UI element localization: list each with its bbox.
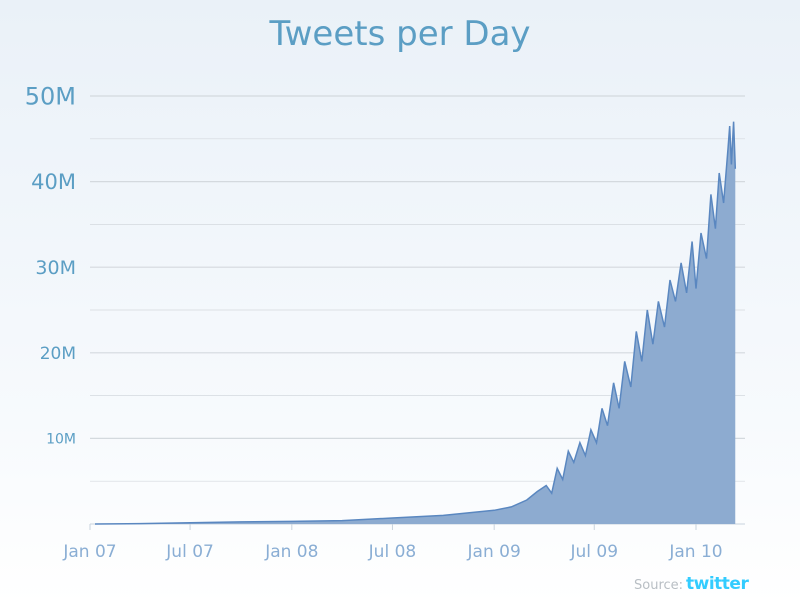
x-tick-label: Jan 07: [62, 542, 116, 562]
area-fill: [94, 121, 736, 524]
x-tick-label: Jul 08: [368, 542, 417, 562]
y-tick-label: 20M: [40, 344, 76, 364]
y-tick-label: 40M: [31, 170, 76, 194]
source-label: Source:: [634, 578, 684, 593]
x-tick-label: Jan 08: [264, 542, 318, 562]
twitter-logo: twitter: [686, 574, 749, 594]
series-line: [94, 121, 737, 525]
chart-title: Tweets per Day: [269, 14, 531, 54]
y-tick-label: 50M: [25, 82, 76, 110]
x-tick-label: Jul 09: [569, 542, 618, 562]
x-tick-label: Jan 10: [668, 542, 722, 562]
y-tick-label: 10M: [46, 431, 76, 447]
y-tick-label: 30M: [35, 257, 76, 279]
x-tick-label: Jan 09: [467, 542, 521, 562]
x-tick-label: Jul 07: [165, 542, 214, 562]
